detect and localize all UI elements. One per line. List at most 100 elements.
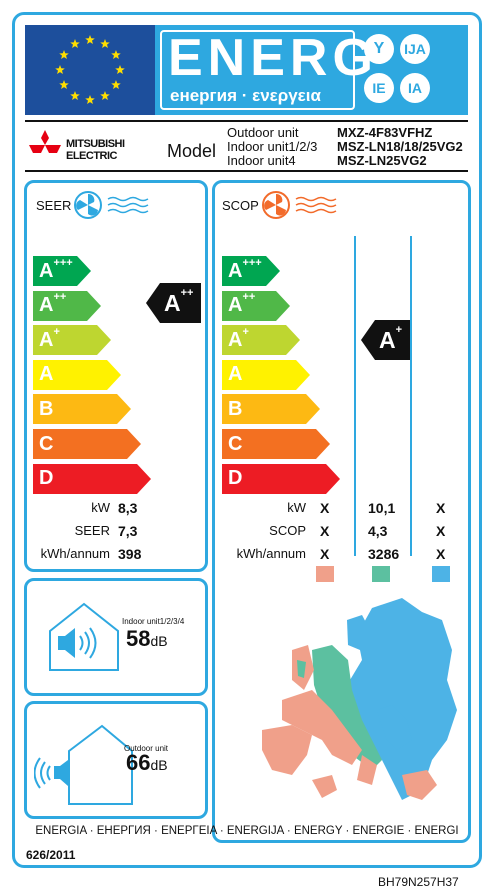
eu-star-icon (55, 65, 65, 75)
scop-row-1-label: SCOP (269, 523, 306, 538)
outdoor-noise-label: Outdoor unit (124, 744, 169, 753)
seer-class-label: C (39, 432, 54, 455)
scop-class-label: B (228, 397, 243, 420)
seer-class-bar: A+ (33, 325, 111, 356)
indoor-noise-panel (24, 578, 208, 696)
eu-star-icon (70, 39, 80, 49)
scop-rating-text: A+ (379, 323, 403, 353)
scop-row-1-value-2: 4,3 (368, 523, 388, 539)
scop-row-0-value-3: X (436, 500, 446, 516)
seer-class-bar: A+++ (33, 256, 91, 286)
scop-class-bar: A+++ (222, 256, 280, 286)
scop-class-bar: A+ (222, 325, 300, 356)
indoor-noise-label: Indoor unit1/2/3/4 (122, 617, 185, 626)
brand-name-line1: MITSUBISHI (66, 138, 125, 150)
seer-row-2-value: 398 (118, 546, 142, 562)
seer-title: SEER (36, 198, 72, 213)
brand-divider-top (25, 120, 468, 122)
model-label: Model (167, 141, 217, 161)
eu-star-icon (85, 35, 95, 45)
scop-class-label: A (228, 363, 243, 386)
seer-row-1-value: 7,3 (118, 523, 138, 539)
scop-row-0-value-1: X (320, 500, 330, 516)
footer-regulation: 626/2011 (26, 848, 76, 862)
scop-row-0-label: kW (287, 500, 306, 515)
brand-row-2-value: MSZ-LN25VG2 (337, 153, 427, 168)
scop-rating-label: A+ (375, 320, 411, 360)
scop-row-2-label: kWh/annum (236, 546, 306, 561)
scop-class-bar: A++ (222, 290, 290, 321)
seer-class-label: A (39, 363, 54, 386)
eu-star-icon (111, 80, 121, 90)
energy-subword: енергия · ενεργεια (170, 86, 321, 105)
brand-row-1-value: MSZ-LN18/18/25VG2 (337, 139, 463, 154)
zone-swatch-warmer (316, 566, 334, 582)
indoor-noise-value: 58 (126, 626, 151, 651)
scop-rating-arrow: A+ (361, 320, 411, 360)
indoor-speaker-house-icon (49, 602, 119, 671)
eu-stars-icon (55, 35, 125, 105)
seer-row-1-label: SEER (74, 523, 110, 538)
brand-row-0-value: MXZ-4F83VFHZ (337, 125, 433, 140)
outdoor-speaker-house-icon (34, 724, 133, 805)
zone-swatch-average (372, 566, 390, 582)
seer-class-bar: A++ (33, 290, 101, 321)
eu-star-icon (70, 90, 80, 101)
seer-class-label: A+++ (39, 256, 73, 282)
outdoor-noise-reading: 66dB (126, 750, 168, 776)
eu-flag (25, 25, 155, 115)
seer-class-label: A+ (39, 325, 60, 351)
scop-class-label: A+ (228, 325, 249, 351)
brand-divider-bottom (25, 170, 468, 172)
circle-ia: IA (400, 73, 430, 103)
eu-star-icon (59, 50, 69, 60)
seer-rating-label: A++ (160, 283, 202, 323)
circle-ija: IJA (400, 34, 430, 64)
brand-name-line2: ELECTRIC (66, 150, 118, 162)
brand-row-0-label: Outdoor unit (227, 125, 299, 140)
scop-class-label: C (228, 432, 243, 455)
eu-star-icon (85, 95, 95, 105)
scop-class-label: A+++ (228, 256, 262, 282)
scop-title: SCOP (222, 198, 259, 213)
outdoor-noise-unit: dB (150, 757, 168, 773)
seer-class-bar: D (33, 463, 151, 494)
scop-row-1-value-1: X (320, 523, 330, 539)
seer-row-0-value: 8,3 (118, 500, 138, 516)
scop-class-bar: D (222, 463, 340, 494)
scop-class-label: D (228, 467, 243, 490)
energy-word: ENERG (168, 29, 378, 87)
scop-column-line-2 (410, 236, 412, 556)
europe-climate-map-icon (262, 598, 457, 800)
scop-class-bar: C (222, 429, 330, 459)
seer-class-bar: A (33, 359, 121, 390)
seer-class-label: B (39, 397, 54, 420)
scop-column-line-1 (354, 236, 356, 556)
seer-rating-text: A++ (164, 286, 194, 316)
outdoor-noise-value: 66 (126, 750, 151, 775)
eu-star-icon (59, 80, 69, 90)
cooling-fan-icon (74, 191, 149, 219)
indoor-noise-unit: dB (150, 633, 168, 649)
seer-class-bar: B (33, 394, 131, 425)
scop-class-bar: B (222, 394, 320, 425)
eu-star-icon (100, 39, 110, 49)
brand-row-1-label: Indoor unit1/2/3 (227, 139, 318, 154)
brand-row-2-label: Indoor unit4 (227, 153, 296, 168)
energy-word-box (160, 30, 355, 110)
footer-code: BH79N257H37 (378, 875, 459, 889)
seer-class-bar: C (33, 429, 141, 459)
eu-star-icon (100, 90, 110, 101)
scop-row-2-value-2: 3286 (368, 546, 400, 562)
scop-row-0-value-2: 10,1 (368, 500, 396, 516)
seer-class-label: D (39, 467, 54, 490)
circle-ie: IE (364, 73, 394, 103)
scop-row-1-value-3: X (436, 523, 446, 539)
eu-star-icon (115, 65, 125, 75)
seer-row-0-label: kW (91, 500, 110, 515)
eu-star-icon (111, 50, 121, 60)
seer-rating-arrow: A++ (146, 283, 202, 323)
scop-class-label: A++ (228, 291, 256, 317)
footer-languages: ENERGIA · ЕНЕРГИЯ · ΕΝΕΡΓΕΙΑ · ENERGIJA … (35, 825, 459, 837)
scop-class-bar: A (222, 359, 310, 390)
